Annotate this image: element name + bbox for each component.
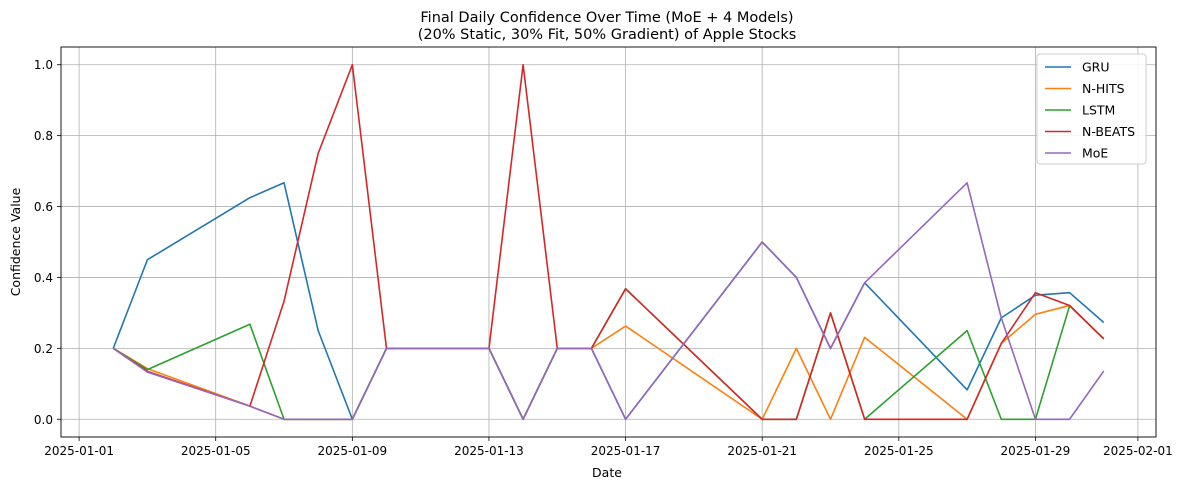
series-line-n-hits: [112, 304, 1105, 421]
x-tick-label: 2025-01-17: [591, 444, 661, 458]
x-tick-label: 2025-01-09: [317, 444, 387, 458]
y-tick-label: 0.2: [34, 342, 53, 356]
series-line-n-beats: [112, 63, 1105, 421]
chart-title-line2: (20% Static, 30% Fit, 50% Gradient) of A…: [418, 27, 797, 43]
legend-label-n-beats: N-BEATS: [1082, 124, 1135, 139]
y-tick-label: 0.4: [34, 271, 53, 285]
y-tick-label: 1.0: [34, 58, 53, 72]
x-tick-label: 2025-01-21: [727, 444, 797, 458]
x-tick-label: 2025-01-25: [864, 444, 934, 458]
x-tick-label: 2025-01-29: [1001, 444, 1071, 458]
legend-label-n-hits: N-HITS: [1082, 81, 1125, 96]
y-axis-label: Confidence Value: [8, 187, 23, 296]
legend-label-moe: MoE: [1082, 146, 1108, 161]
x-tick-label: 2025-02-01: [1103, 444, 1173, 458]
x-tick-label: 2025-01-05: [181, 444, 251, 458]
y-tick-label: 0.8: [34, 129, 53, 143]
y-tick-label: 0.6: [34, 200, 53, 214]
x-axis-label: Date: [592, 465, 622, 480]
y-tick-label: 0.0: [34, 413, 53, 427]
chart-title-line1: Final Daily Confidence Over Time (MoE + …: [420, 10, 793, 26]
series-line-lstm: [112, 287, 1105, 421]
x-tick-label: 2025-01-13: [454, 444, 524, 458]
series-line-moe: [112, 181, 1105, 421]
x-tick-label: 2025-01-01: [44, 444, 114, 458]
plot-frame: [60, 46, 1157, 438]
legend-box: [1036, 53, 1147, 165]
legend-label-lstm: LSTM: [1082, 103, 1115, 118]
legend-label-gru: GRU: [1082, 60, 1110, 75]
